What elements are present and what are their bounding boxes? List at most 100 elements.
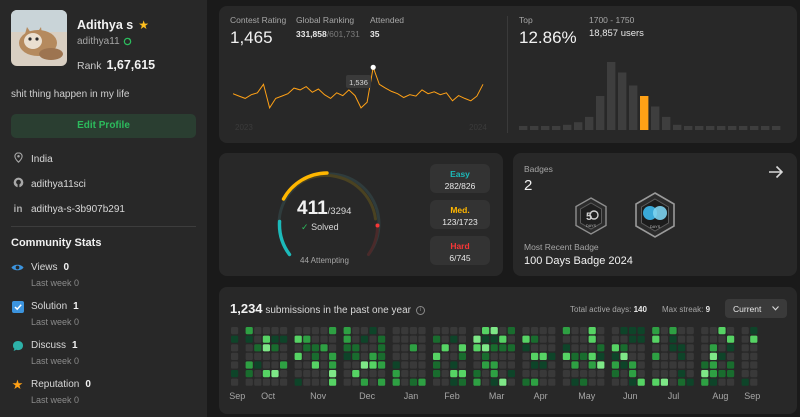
heatmap-cell[interactable] — [311, 335, 319, 343]
heatmap-cell[interactable] — [450, 344, 458, 352]
heatmap-cell[interactable] — [660, 378, 668, 386]
heatmap-cell[interactable] — [271, 344, 279, 352]
heatmap-cell[interactable] — [571, 370, 579, 378]
heatmap-cell[interactable] — [271, 335, 279, 343]
heatmap-cell[interactable] — [660, 344, 668, 352]
heatmap-cell[interactable] — [392, 327, 400, 335]
heatmap-cell[interactable] — [629, 378, 637, 386]
heatmap-cell[interactable] — [741, 352, 749, 360]
heatmap-cell[interactable] — [254, 335, 262, 343]
heatmap-cell[interactable] — [458, 352, 466, 360]
heatmap-cell[interactable] — [320, 352, 328, 360]
heatmap-cell[interactable] — [637, 378, 645, 386]
heatmap-cell[interactable] — [369, 378, 377, 386]
heatmap-cell[interactable] — [271, 361, 279, 369]
heatmap-cell[interactable] — [669, 335, 677, 343]
heatmap-cell[interactable] — [450, 327, 458, 335]
heatmap-cell[interactable] — [458, 378, 466, 386]
heatmap-cell[interactable] — [458, 370, 466, 378]
heatmap-cell[interactable] — [701, 361, 709, 369]
heatmap-cell[interactable] — [709, 370, 717, 378]
heatmap-cell[interactable] — [588, 370, 596, 378]
heatmap-cell[interactable] — [409, 378, 417, 386]
heatmap-cell[interactable] — [727, 327, 735, 335]
heatmap-cell[interactable] — [231, 344, 239, 352]
heatmap-cell[interactable] — [741, 370, 749, 378]
heatmap-cell[interactable] — [531, 327, 539, 335]
heatmap-cell[interactable] — [678, 378, 686, 386]
heatmap-cell[interactable] — [571, 352, 579, 360]
heatmap-cell[interactable] — [750, 335, 758, 343]
heatmap-cell[interactable] — [271, 352, 279, 360]
heatmap-cell[interactable] — [409, 327, 417, 335]
heatmap-cell[interactable] — [409, 370, 417, 378]
heatmap-cell[interactable] — [652, 327, 660, 335]
heatmap-cell[interactable] — [271, 327, 279, 335]
heatmap-cell[interactable] — [401, 361, 409, 369]
heatmap-cell[interactable] — [409, 352, 417, 360]
heatmap-cell[interactable] — [392, 370, 400, 378]
heatmap-cell[interactable] — [580, 335, 588, 343]
heatmap-cell[interactable] — [343, 370, 351, 378]
heatmap-cell[interactable] — [369, 370, 377, 378]
heatmap-cell[interactable] — [562, 378, 570, 386]
heatmap-cell[interactable] — [718, 335, 726, 343]
heatmap-cell[interactable] — [507, 344, 515, 352]
rating-histogram[interactable] — [519, 60, 783, 130]
heatmap-cell[interactable] — [401, 335, 409, 343]
heatmap-cell[interactable] — [652, 370, 660, 378]
heatmap-cell[interactable] — [352, 327, 360, 335]
heatmap-cell[interactable] — [727, 370, 735, 378]
heatmap-cell[interactable] — [490, 361, 498, 369]
heatmap-cell[interactable] — [490, 327, 498, 335]
heatmap-cell[interactable] — [378, 378, 386, 386]
heatmap-cell[interactable] — [580, 327, 588, 335]
heatmap-cell[interactable] — [611, 344, 619, 352]
heatmap-cell[interactable] — [522, 344, 530, 352]
heatmap-cell[interactable] — [709, 378, 717, 386]
heatmap-cell[interactable] — [718, 352, 726, 360]
heatmap-cell[interactable] — [378, 352, 386, 360]
heatmap-cell[interactable] — [343, 335, 351, 343]
heatmap-cell[interactable] — [522, 335, 530, 343]
heatmap-cell[interactable] — [522, 361, 530, 369]
heatmap-cell[interactable] — [254, 327, 262, 335]
heatmap-cell[interactable] — [620, 378, 628, 386]
heatmap-cell[interactable] — [750, 370, 758, 378]
heatmap-cell[interactable] — [727, 361, 735, 369]
heatmap-cell[interactable] — [701, 327, 709, 335]
heatmap-cell[interactable] — [611, 352, 619, 360]
heatmap-cell[interactable] — [378, 361, 386, 369]
heatmap-cell[interactable] — [409, 344, 417, 352]
heatmap-cell[interactable] — [588, 327, 596, 335]
heatmap-cell[interactable] — [741, 378, 749, 386]
heatmap-cell[interactable] — [620, 361, 628, 369]
heatmap-cell[interactable] — [360, 370, 368, 378]
github-row[interactable]: adithya11sci — [11, 176, 196, 192]
heatmap-cell[interactable] — [360, 352, 368, 360]
hard-stat-box[interactable]: Hard 6/745 — [430, 236, 490, 265]
heatmap-cell[interactable] — [597, 344, 605, 352]
heatmap-cell[interactable] — [750, 344, 758, 352]
heatmap-cell[interactable] — [303, 344, 311, 352]
heatmap-cell[interactable] — [482, 361, 490, 369]
heatmap-cell[interactable] — [539, 378, 547, 386]
heatmap-cell[interactable] — [629, 352, 637, 360]
heatmap-cell[interactable] — [531, 335, 539, 343]
badge-50-days-icon[interactable]: 5 DAYS — [572, 196, 610, 236]
heatmap-cell[interactable] — [522, 327, 530, 335]
heatmap-cell[interactable] — [409, 335, 417, 343]
heatmap-cell[interactable] — [686, 335, 694, 343]
heatmap-cell[interactable] — [548, 344, 556, 352]
medium-stat-box[interactable]: Med. 123/1723 — [430, 200, 490, 229]
heatmap-cell[interactable] — [750, 361, 758, 369]
heatmap-cell[interactable] — [597, 361, 605, 369]
heatmap-cell[interactable] — [741, 335, 749, 343]
heatmap-cell[interactable] — [245, 352, 253, 360]
heatmap-cell[interactable] — [741, 344, 749, 352]
heatmap-cell[interactable] — [343, 327, 351, 335]
heatmap-cell[interactable] — [507, 378, 515, 386]
heatmap-cell[interactable] — [311, 352, 319, 360]
heatmap-cell[interactable] — [441, 361, 449, 369]
heatmap-cell[interactable] — [669, 327, 677, 335]
